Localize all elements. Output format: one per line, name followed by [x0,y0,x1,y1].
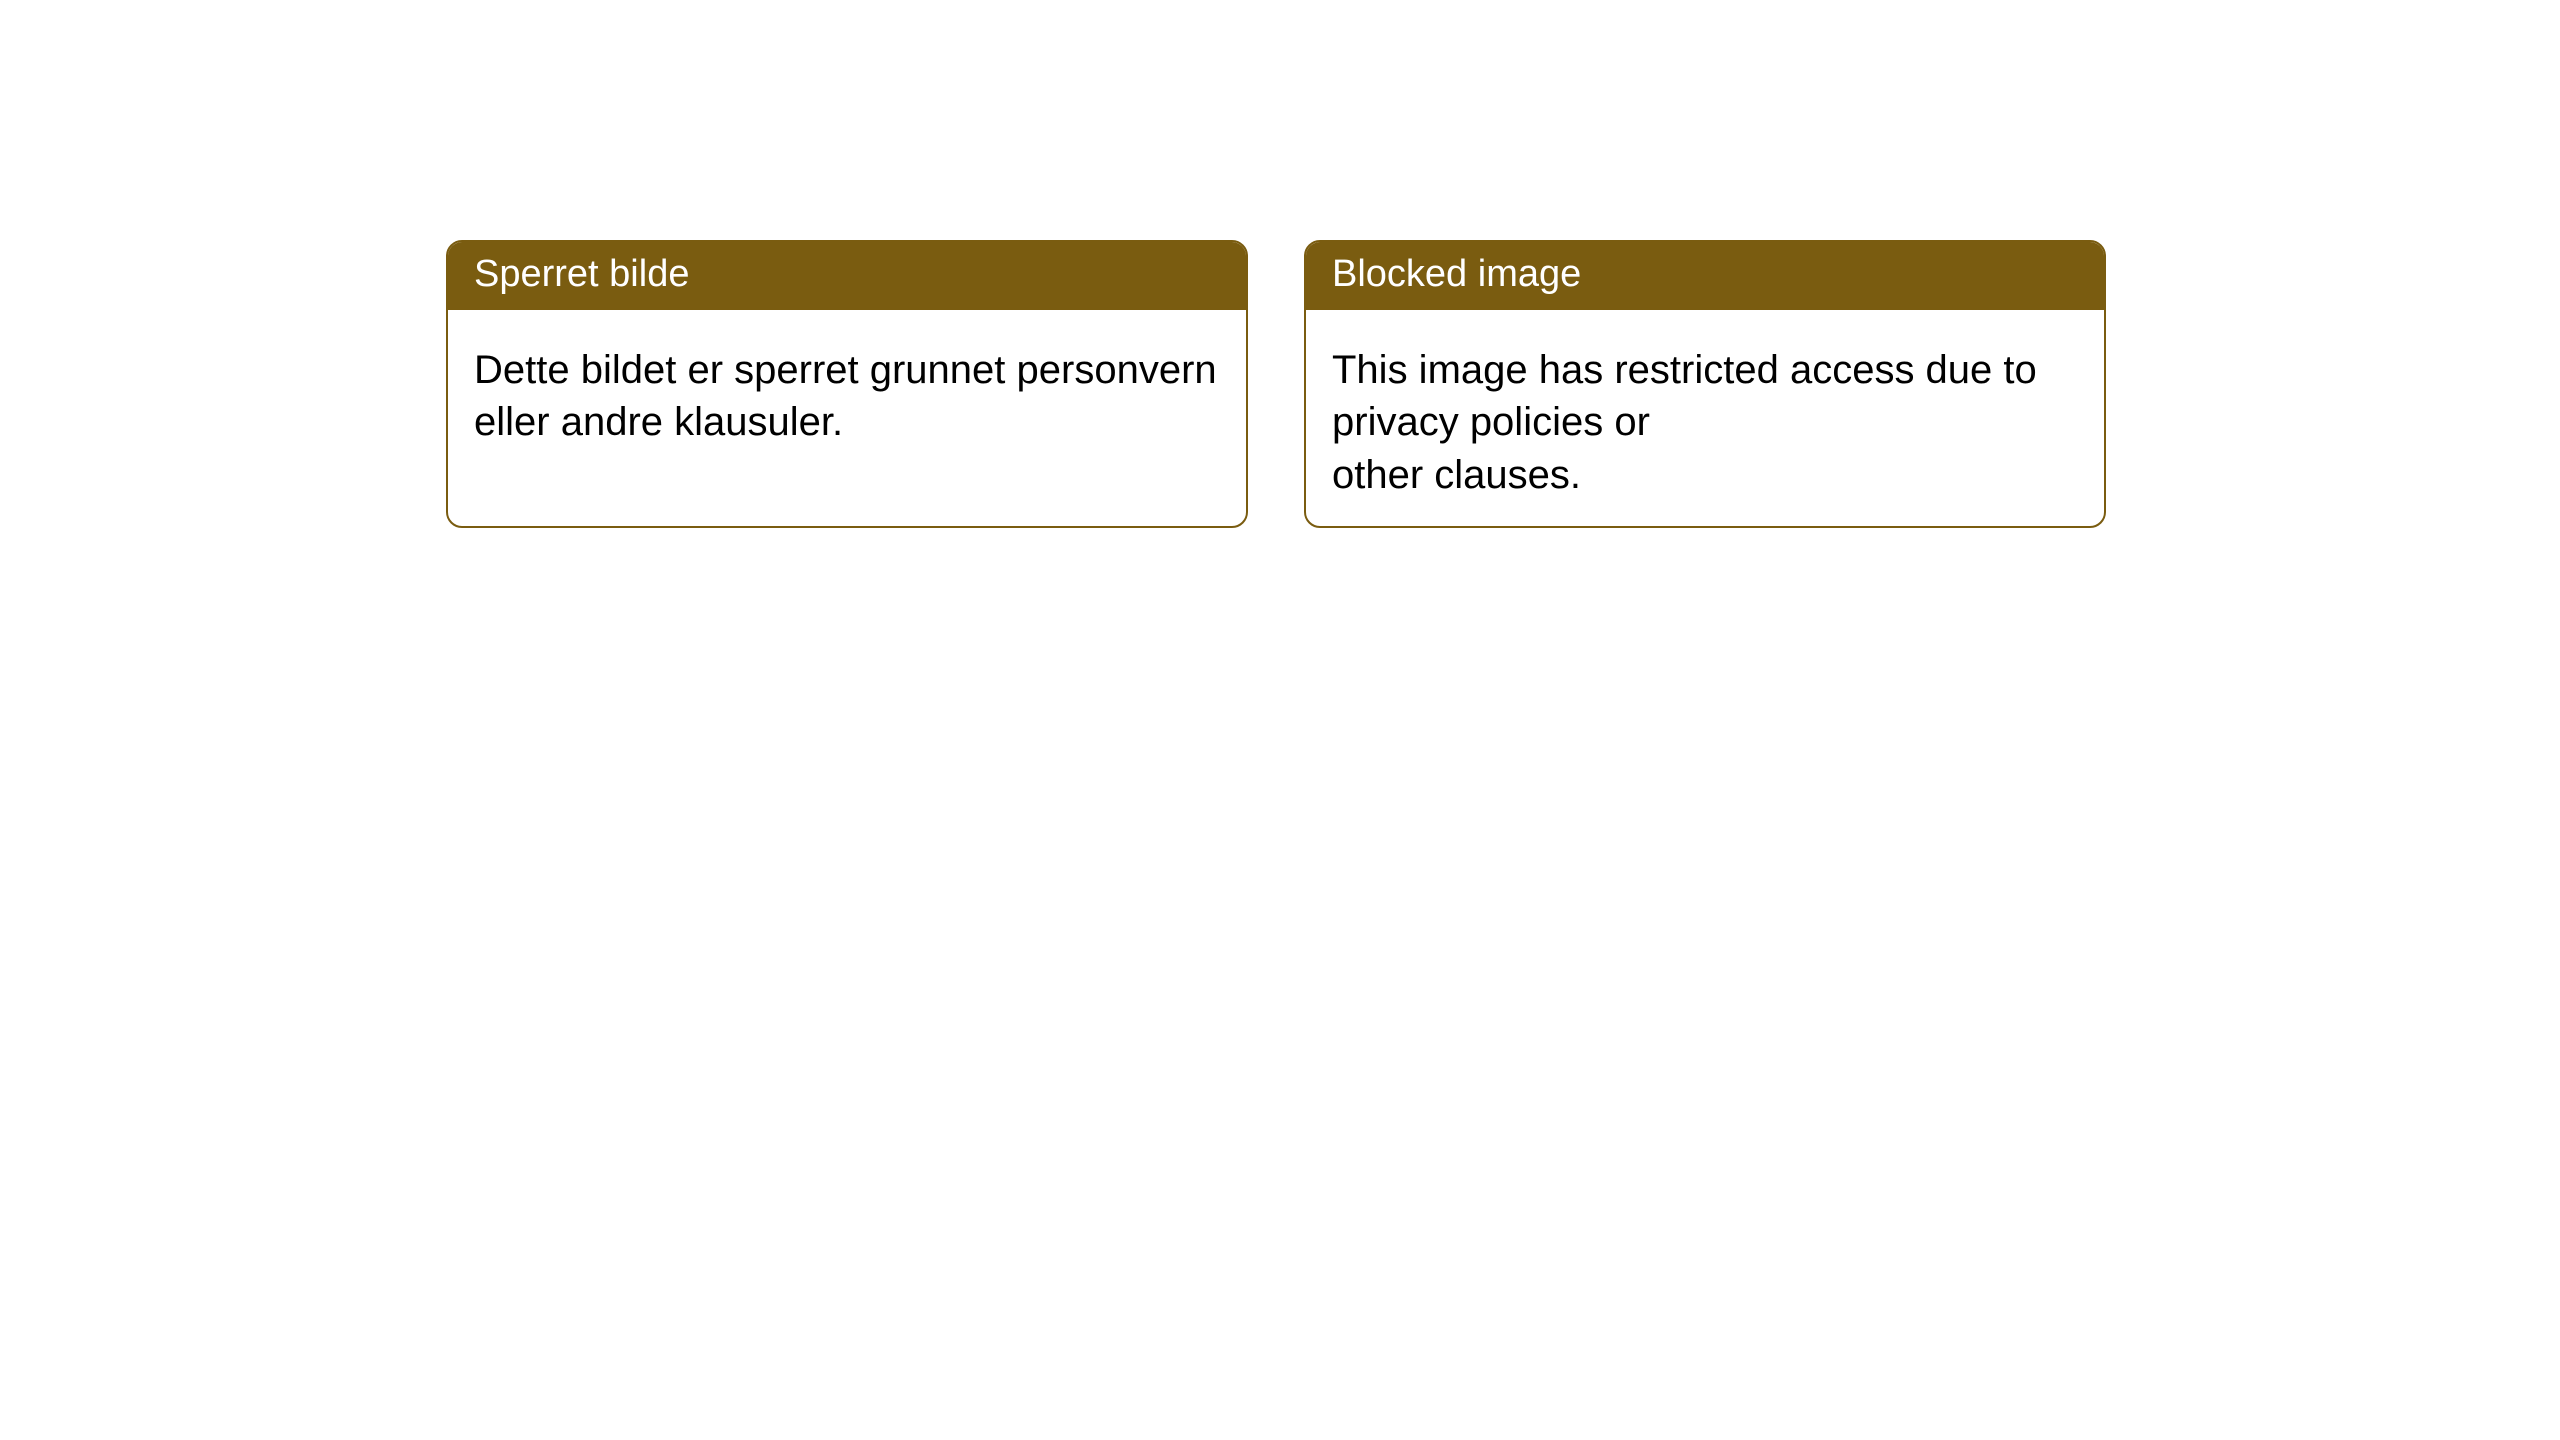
notice-card-no: Sperret bilde Dette bildet er sperret gr… [446,240,1248,528]
notice-container: Sperret bilde Dette bildet er sperret gr… [0,0,2560,528]
notice-title-en: Blocked image [1306,242,2104,310]
notice-body-en: This image has restricted access due to … [1306,310,2104,526]
notice-title-no: Sperret bilde [448,242,1246,310]
notice-body-no: Dette bildet er sperret grunnet personve… [448,310,1246,520]
notice-card-en: Blocked image This image has restricted … [1304,240,2106,528]
